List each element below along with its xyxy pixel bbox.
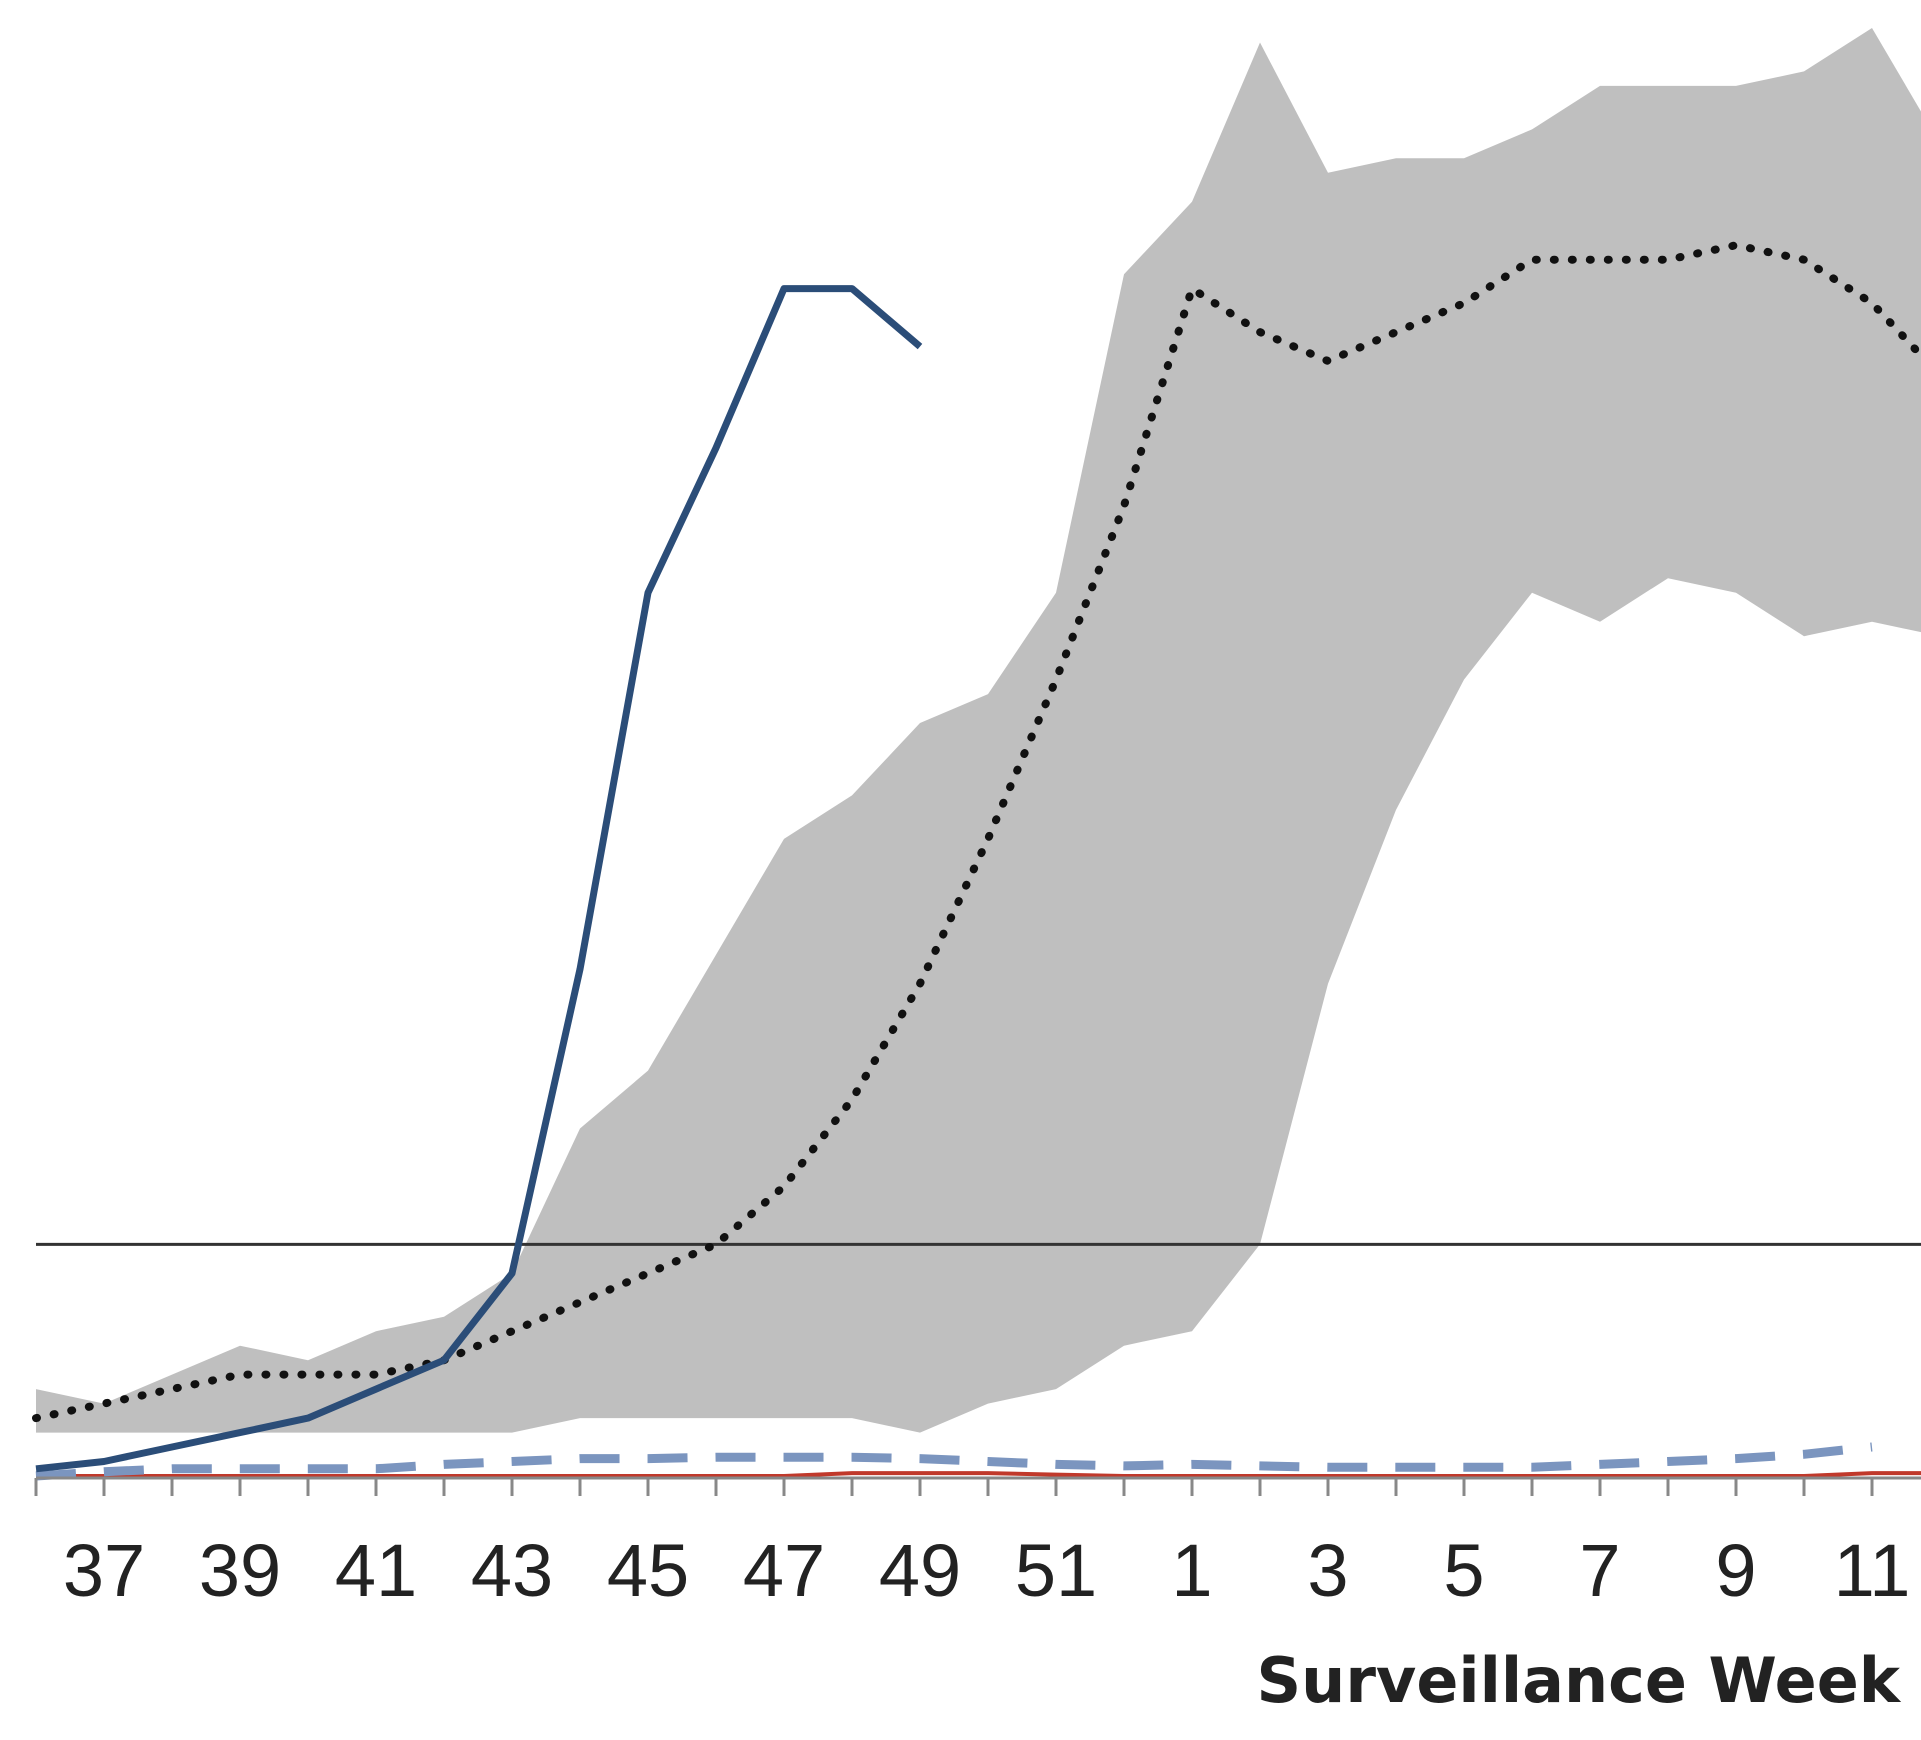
x-tick-label: 47 xyxy=(743,1529,825,1612)
series-current-season xyxy=(35,285,923,1473)
x-tick-labels: 37 39 41 43 45 47 49 51 1 3 5 7 9 11 xyxy=(63,1529,1911,1612)
x-tick-label: 3 xyxy=(1307,1529,1348,1612)
x-tick-label: 43 xyxy=(471,1529,553,1612)
x-tick-label: 45 xyxy=(607,1529,689,1612)
x-tick-label: 39 xyxy=(199,1529,281,1612)
series-dotted-average xyxy=(32,241,1921,1423)
x-axis-title: Surveillance Week xyxy=(1257,1644,1902,1717)
x-tick-label: 41 xyxy=(335,1529,417,1612)
x-tick-label: 1 xyxy=(1171,1529,1212,1612)
range-band-layer xyxy=(36,28,1921,1433)
series-dashed-low xyxy=(35,1442,1873,1481)
x-tick-label: 5 xyxy=(1443,1529,1484,1612)
x-tick-label: 49 xyxy=(879,1529,961,1612)
x-axis xyxy=(34,1476,1921,1496)
x-tick-label: 9 xyxy=(1715,1529,1756,1612)
series-baseline-red xyxy=(36,1471,1921,1478)
x-tick-label: 51 xyxy=(1015,1529,1097,1612)
range-band xyxy=(36,28,1921,1433)
x-tick-label: 7 xyxy=(1579,1529,1620,1612)
x-tick-label: 11 xyxy=(1834,1529,1911,1612)
series-layer xyxy=(32,241,1921,1481)
x-tick-label: 37 xyxy=(63,1529,145,1612)
